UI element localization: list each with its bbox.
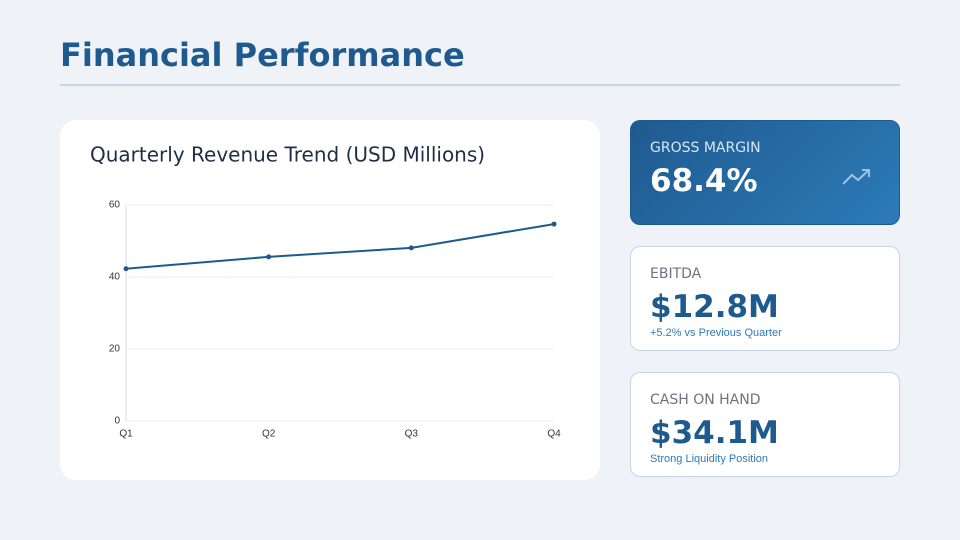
kpi-value: $34.1M: [650, 415, 779, 451]
chart-card: Quarterly Revenue Trend (USD Millions) 0…: [60, 120, 600, 480]
kpi-value: $12.8M: [650, 289, 779, 325]
point: [551, 221, 557, 227]
kpi-label: EBITDA: [650, 266, 702, 282]
chart: Quarterly Revenue Trend (USD Millions) 0…: [90, 143, 561, 440]
y-tick-label: 20: [109, 344, 121, 355]
y-tick-label: 0: [114, 416, 120, 427]
kpi-label: GROSS MARGIN: [650, 140, 761, 156]
y-tick-label: 40: [109, 272, 121, 283]
kpi-label: CASH ON HAND: [650, 392, 761, 408]
trend-icon: [842, 169, 870, 185]
x-tick-label: Q2: [262, 429, 276, 440]
line-path: [125, 223, 555, 270]
kpi-note: +5.2% vs Previous Quarter: [650, 327, 782, 339]
page-title: Financial Performance: [60, 36, 465, 74]
y-tick-label: 60: [109, 200, 121, 211]
x-tick-label: Q4: [547, 429, 561, 440]
divider: [60, 84, 900, 86]
point: [266, 254, 272, 260]
kpi-card: CASH ON HAND $34.1M Strong Liquidity Pos…: [630, 372, 900, 477]
chart-title: Quarterly Revenue Trend (USD Millions): [90, 143, 485, 167]
x-tick-label: Q1: [119, 429, 133, 440]
point: [123, 266, 129, 272]
x-tick-label: Q3: [405, 429, 419, 440]
kpi-card: EBITDA $12.8M +5.2% vs Previous Quarter: [630, 246, 900, 351]
kpi-value: 68.4%: [650, 163, 758, 199]
kpi-card: GROSS MARGIN 68.4%: [630, 120, 900, 225]
kpi-note: Strong Liquidity Position: [650, 453, 769, 465]
point: [408, 245, 414, 251]
